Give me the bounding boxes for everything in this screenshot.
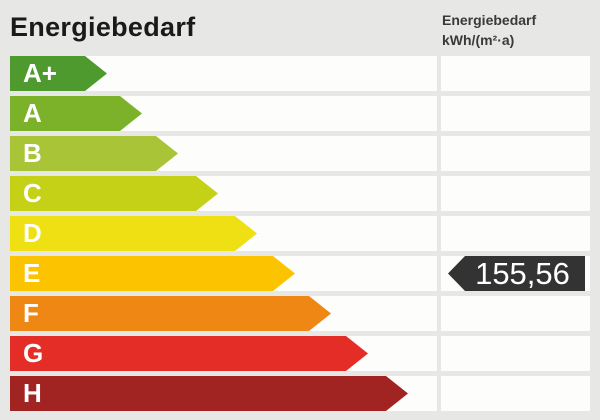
scale-row-h: H: [10, 376, 590, 411]
value-column-cell: [441, 136, 590, 171]
unit-header-line2: kWh/(m²·a): [442, 32, 515, 48]
energy-class-bar-c: C: [10, 176, 218, 211]
scale-row-e: E 155,56: [10, 256, 590, 291]
energy-class-label: E: [23, 257, 41, 288]
scale-row-track: A: [10, 96, 437, 131]
scale-row-track: G: [10, 336, 437, 371]
scale-row-track: A+: [10, 56, 437, 91]
energy-class-bar-h: H: [10, 376, 408, 411]
energy-class-label: C: [23, 177, 42, 208]
energy-class-bar-d: D: [10, 216, 257, 251]
scale-row-track: C: [10, 176, 437, 211]
value-column-cell: [441, 96, 590, 131]
value-column-cell: 155,56: [441, 256, 590, 291]
scale-row-aplus: A+: [10, 56, 590, 91]
unit-header: Energiebedarf kWh/(m²·a): [442, 10, 536, 50]
scale-row-track: H: [10, 376, 437, 411]
energy-class-bar-b: B: [10, 136, 178, 171]
unit-header-line1: Energiebedarf: [442, 12, 537, 28]
energy-class-bar-e: E: [10, 256, 295, 291]
scale-row-g: G: [10, 336, 590, 371]
scale-row-f: F: [10, 296, 590, 331]
energy-scale-chart: A+ A B C D E 155,56 F G H: [10, 56, 590, 411]
energy-class-bar-f: F: [10, 296, 331, 331]
scale-row-b: B: [10, 136, 590, 171]
value-column-cell: [441, 296, 590, 331]
energy-class-label: H: [23, 377, 42, 408]
page-title: Energiebedarf: [10, 12, 196, 42]
energy-class-label: D: [23, 217, 42, 248]
scale-row-c: C: [10, 176, 590, 211]
energy-class-label: A: [23, 97, 42, 128]
scale-row-track: F: [10, 296, 437, 331]
energy-class-label: G: [23, 337, 44, 368]
value-column-cell: [441, 56, 590, 91]
indicator-value: 155,56: [475, 256, 570, 291]
energy-class-bar-g: G: [10, 336, 368, 371]
scale-row-d: D: [10, 216, 590, 251]
energy-class-bar-aplus: A+: [10, 56, 107, 91]
value-column-cell: [441, 216, 590, 251]
scale-row-track: B: [10, 136, 437, 171]
scale-row-track: E: [10, 256, 437, 291]
value-indicator-arrow: 155,56: [448, 256, 585, 291]
value-column-cell: [441, 376, 590, 411]
energy-class-label: A+: [23, 57, 57, 88]
scale-row-a: A: [10, 96, 590, 131]
energy-class-bar-a: A: [10, 96, 142, 131]
energy-class-label: B: [23, 137, 42, 168]
value-column-cell: [441, 336, 590, 371]
scale-row-track: D: [10, 216, 437, 251]
value-column-cell: [441, 176, 590, 211]
energy-class-label: F: [23, 297, 39, 328]
